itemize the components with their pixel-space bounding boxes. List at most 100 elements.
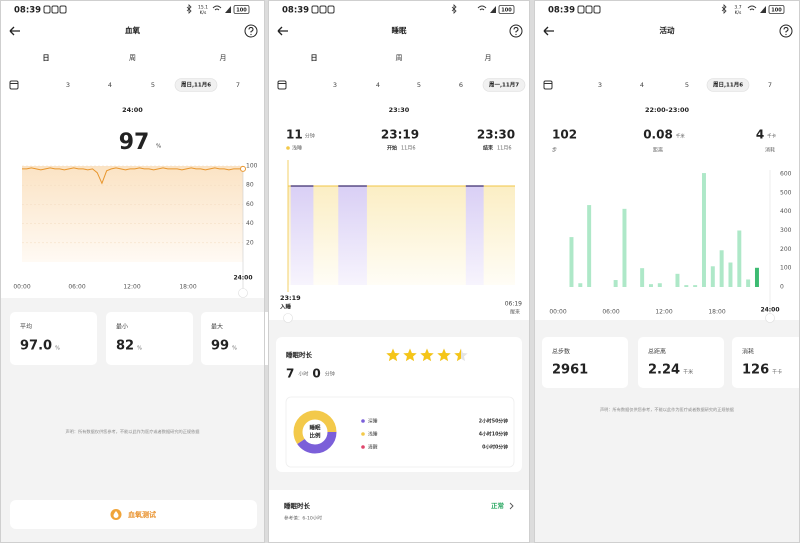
date-item[interactable]: 周一,11月7 [489, 81, 519, 89]
activity-stat-label: 距离 [653, 147, 663, 154]
total-unit: 千卡 [772, 369, 782, 376]
x-tick-label: 06:00 [68, 284, 85, 291]
help-button[interactable] [244, 24, 258, 38]
total-card [542, 337, 628, 388]
activity-stat-label: 步 [552, 148, 557, 154]
total-label: 总距离 [648, 348, 666, 356]
y-tick-label: 300 [780, 227, 792, 234]
page-title: 睡眠 [392, 25, 407, 35]
date-item[interactable]: 周日,11月6 [713, 81, 743, 89]
legend-duration: 0小时0分钟 [482, 444, 508, 451]
sleep-stat-date: 11月6 [401, 146, 416, 152]
notification-icon [59, 5, 67, 14]
network-speed: 15.1 [198, 5, 208, 11]
calendar-icon[interactable] [277, 80, 287, 90]
battery-level: 100 [501, 7, 512, 13]
button-label: 血氧测试 [128, 510, 156, 519]
wifi-icon [747, 5, 757, 11]
sleep-stat-value: 23:19 [381, 128, 419, 142]
battery-level: 100 [771, 7, 782, 13]
spo2-line [22, 167, 243, 185]
back-button[interactable] [277, 26, 288, 36]
sleep-stat-value: 11 [286, 128, 303, 142]
date-item[interactable]: 5 [685, 81, 689, 89]
reading-value: 97 [119, 130, 150, 155]
duration-minutes: 0 [312, 367, 320, 381]
date-item[interactable]: 5 [151, 81, 155, 89]
total-label: 消耗 [742, 348, 754, 356]
y-tick-label: 100 [780, 265, 792, 272]
sleep-start-label: 入睡 [279, 303, 292, 311]
date-item[interactable]: 3 [333, 81, 337, 89]
x-tick-label: 18:00 [708, 309, 725, 316]
total-value: 2961 [552, 363, 588, 378]
activity-stat-value: 0.08 [643, 128, 673, 142]
y-tick-label: 80 [246, 182, 254, 189]
battery-icon [233, 5, 250, 14]
stat-label: 最小 [116, 323, 128, 331]
help-mark [783, 26, 789, 33]
selected-date-pill [706, 78, 750, 92]
date-item[interactable]: 6 [459, 81, 463, 89]
network-speed-unit: K/s [200, 10, 207, 16]
scrubber-handle[interactable] [765, 313, 775, 323]
chart-background [22, 166, 243, 262]
calendar-icon[interactable] [9, 80, 19, 90]
notification-icon [327, 5, 335, 14]
activity-bar [719, 250, 724, 287]
activity-bar [693, 285, 698, 287]
selected-time: 23:30 [389, 106, 410, 114]
back-button[interactable] [543, 26, 554, 36]
total-label: 总步数 [552, 348, 570, 356]
notification-icon [593, 5, 601, 14]
period-tab[interactable]: 日 [43, 54, 50, 62]
total-value: 126 [742, 363, 769, 378]
period-tab[interactable]: 周 [129, 54, 136, 62]
date-item[interactable]: 4 [108, 81, 112, 89]
period-tab[interactable]: 月 [485, 54, 492, 62]
bluetooth-icon [721, 4, 727, 14]
button-background [10, 500, 257, 529]
period-tab[interactable]: 日 [311, 54, 318, 62]
scrubber-handle[interactable] [238, 288, 248, 298]
scrubber-handle[interactable] [283, 313, 293, 323]
x-tick-label: 18:00 [179, 284, 196, 291]
date-item[interactable]: 3 [598, 81, 602, 89]
notification-icon [585, 5, 593, 14]
activity-bar [746, 279, 751, 287]
date-item[interactable]: 4 [376, 81, 380, 89]
wifi-icon [477, 5, 487, 11]
date-item[interactable]: 周日,11月6 [181, 81, 211, 89]
period-tab[interactable]: 月 [220, 54, 227, 62]
measure-button[interactable]: 血氧测试 [10, 500, 257, 529]
ratio-arc [293, 410, 337, 454]
date-item[interactable]: 4 [640, 81, 644, 89]
calendar-icon[interactable] [543, 80, 553, 90]
duration-hours: 7 [286, 367, 294, 381]
back-button[interactable] [9, 26, 20, 36]
sleep-stat-date: 11月6 [497, 146, 512, 152]
sleep-stat-label: 结束 [483, 145, 494, 152]
help-button[interactable] [509, 24, 523, 38]
date-item[interactable]: 7 [236, 81, 240, 89]
date-item[interactable]: 5 [417, 81, 421, 89]
legend-duration: 4小时10分钟 [479, 431, 508, 438]
help-button[interactable] [779, 24, 793, 38]
period-tab[interactable]: 周 [396, 54, 403, 62]
battery-icon [498, 5, 515, 14]
phone-screen: 08:39 100睡眠日周月3 4 5 6 周一,11月723:3011 分钟浅睡23:19… [268, 0, 530, 543]
reference-title: 睡眠时长 [284, 501, 311, 510]
date-item[interactable]: 3 [66, 81, 70, 89]
wifi-icon [212, 5, 222, 11]
notification-icon [577, 5, 585, 14]
reading-unit: % [156, 144, 161, 150]
deep-sleep-segment [290, 186, 314, 285]
status-time: 08:39 [548, 6, 575, 16]
date-item[interactable]: 7 [768, 81, 772, 89]
activity-bar [587, 205, 592, 287]
help-mark [248, 26, 254, 33]
activity-stat-unit: 千卡 [767, 133, 776, 140]
